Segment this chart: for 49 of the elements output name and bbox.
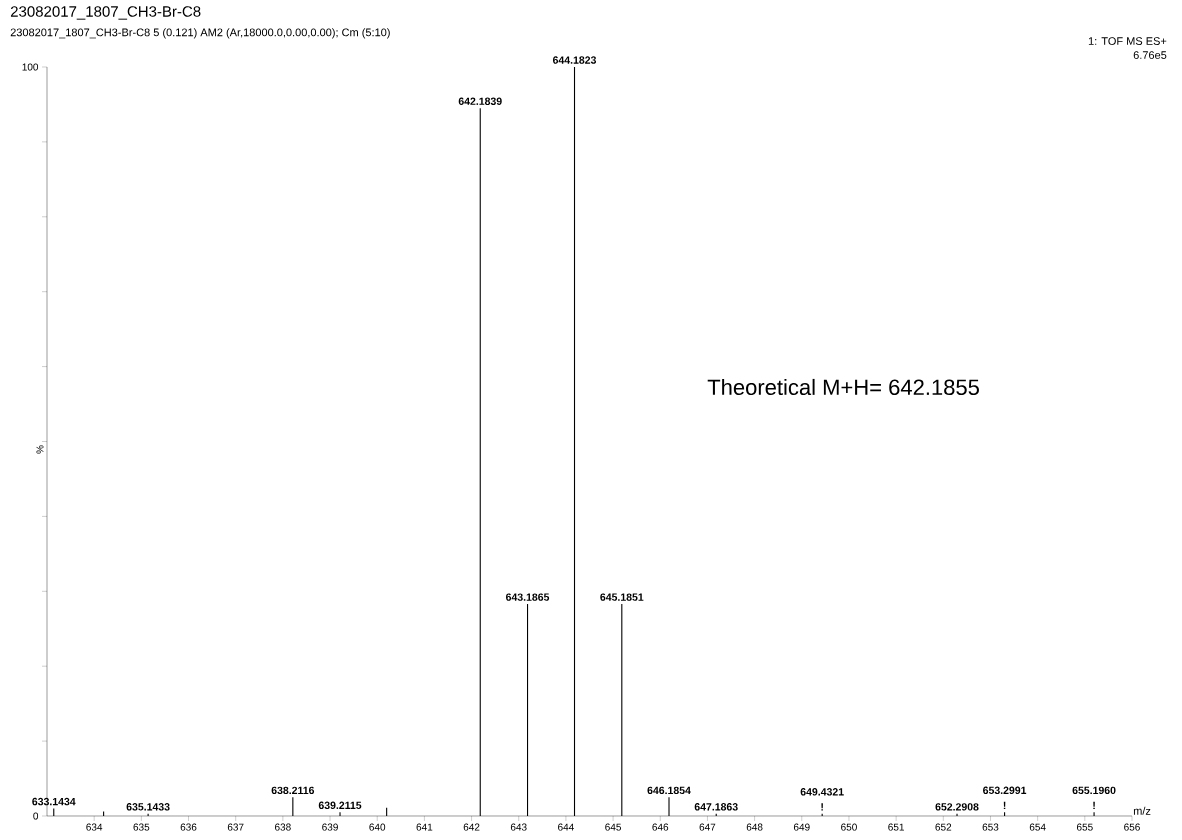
x-tick-label: 648: [746, 823, 763, 831]
annotation: !: [1003, 801, 1006, 810]
annotation: 635.1433: [126, 803, 170, 811]
annotation: 647.1863: [694, 803, 738, 811]
x-tick-label: 644: [558, 823, 574, 831]
x-tick-label: 653: [982, 823, 999, 831]
x-tick-label: 639: [322, 823, 338, 831]
x-tick-label: 642: [463, 823, 480, 831]
x-tick-label: 645: [605, 823, 622, 831]
annotation: 646.1854: [647, 786, 691, 795]
annotation: !: [1093, 801, 1095, 810]
x-tick-label: 635: [133, 823, 150, 831]
x-tick-label: 640: [369, 823, 386, 831]
annotation: 633.1434: [32, 797, 76, 806]
x-tick-label: 634: [86, 823, 103, 831]
x-tick-label: 652: [935, 823, 952, 831]
annotation: !: [821, 803, 823, 811]
annotation: 638.2116: [271, 786, 315, 795]
x-tick-label: 650: [841, 823, 857, 831]
x-tick-label: 654: [1029, 823, 1046, 831]
text: 6.76e5: [1133, 51, 1167, 59]
x-tick-label: 643: [510, 823, 527, 831]
y-tick-label: 0: [33, 812, 39, 820]
x-axis-title: m/z: [1133, 806, 1151, 815]
annotation: 649.4321: [800, 788, 844, 796]
chart-title: 23082017_1807_CH3-Br-C8: [10, 6, 201, 20]
annotation: 652.2908: [935, 803, 979, 811]
y-tick-label: 100: [22, 63, 39, 71]
annotation: 639.2115: [318, 801, 362, 810]
x-tick-label: 641: [416, 823, 433, 831]
annotation: Theoretical M+H= 642.1855: [707, 378, 979, 396]
y-axis-title: %: [36, 445, 44, 454]
x-tick-label: 637: [227, 823, 244, 831]
x-tick-label: 655: [1076, 823, 1093, 831]
x-tick-label: 647: [699, 823, 716, 831]
chart-subtitle: 23082017_1807_CH3-Br-C8 5 (0.121) AM2 (Ar,18000.0,0.00,0.00); Cm (5:10): [10, 28, 390, 39]
x-tick-label: 636: [180, 823, 197, 831]
x-tick-label: 656: [1124, 823, 1140, 831]
x-tick-label: 649: [793, 823, 810, 831]
x-tick-label: 638: [275, 823, 291, 831]
annotation: 643.1865: [506, 593, 550, 601]
annotation: 642.1839: [458, 97, 502, 105]
x-tick-label: 646: [652, 823, 669, 831]
text: 1: TOF MS ES+: [1088, 37, 1167, 45]
annotation: 645.1851: [600, 593, 644, 601]
annotation: 644.1823: [552, 56, 597, 64]
x-tick-label: 651: [888, 823, 904, 831]
annotation: 653.2991: [983, 786, 1027, 795]
annotation: 655.1960: [1072, 786, 1116, 795]
